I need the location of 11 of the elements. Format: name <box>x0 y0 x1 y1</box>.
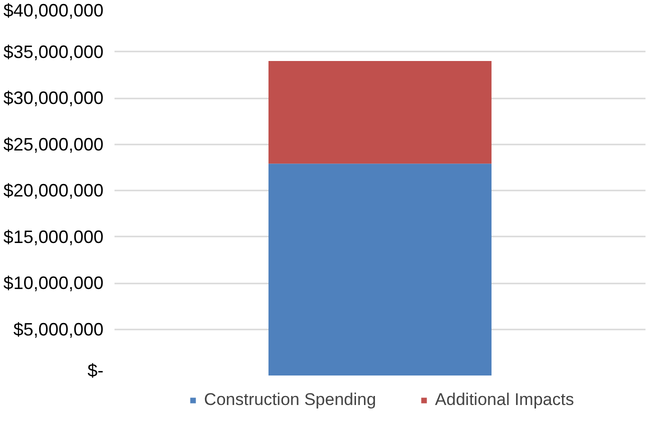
y-tick-label: $25,000,000 <box>3 134 104 154</box>
y-tick-label: $35,000,000 <box>3 42 104 62</box>
y-tick-label: $20,000,000 <box>3 180 104 200</box>
y-tick-label: $40,000,000 <box>3 0 104 20</box>
legend-label: Additional Impacts <box>435 390 574 410</box>
y-tick-label: $30,000,000 <box>3 88 104 108</box>
y-tick-label: $15,000,000 <box>3 226 104 247</box>
y-tick-label: $- <box>87 360 104 380</box>
y-tick-label: $5,000,000 <box>13 319 104 340</box>
legend-label: Construction Spending <box>204 390 376 410</box>
y-tick-label: $10,000,000 <box>3 273 104 293</box>
